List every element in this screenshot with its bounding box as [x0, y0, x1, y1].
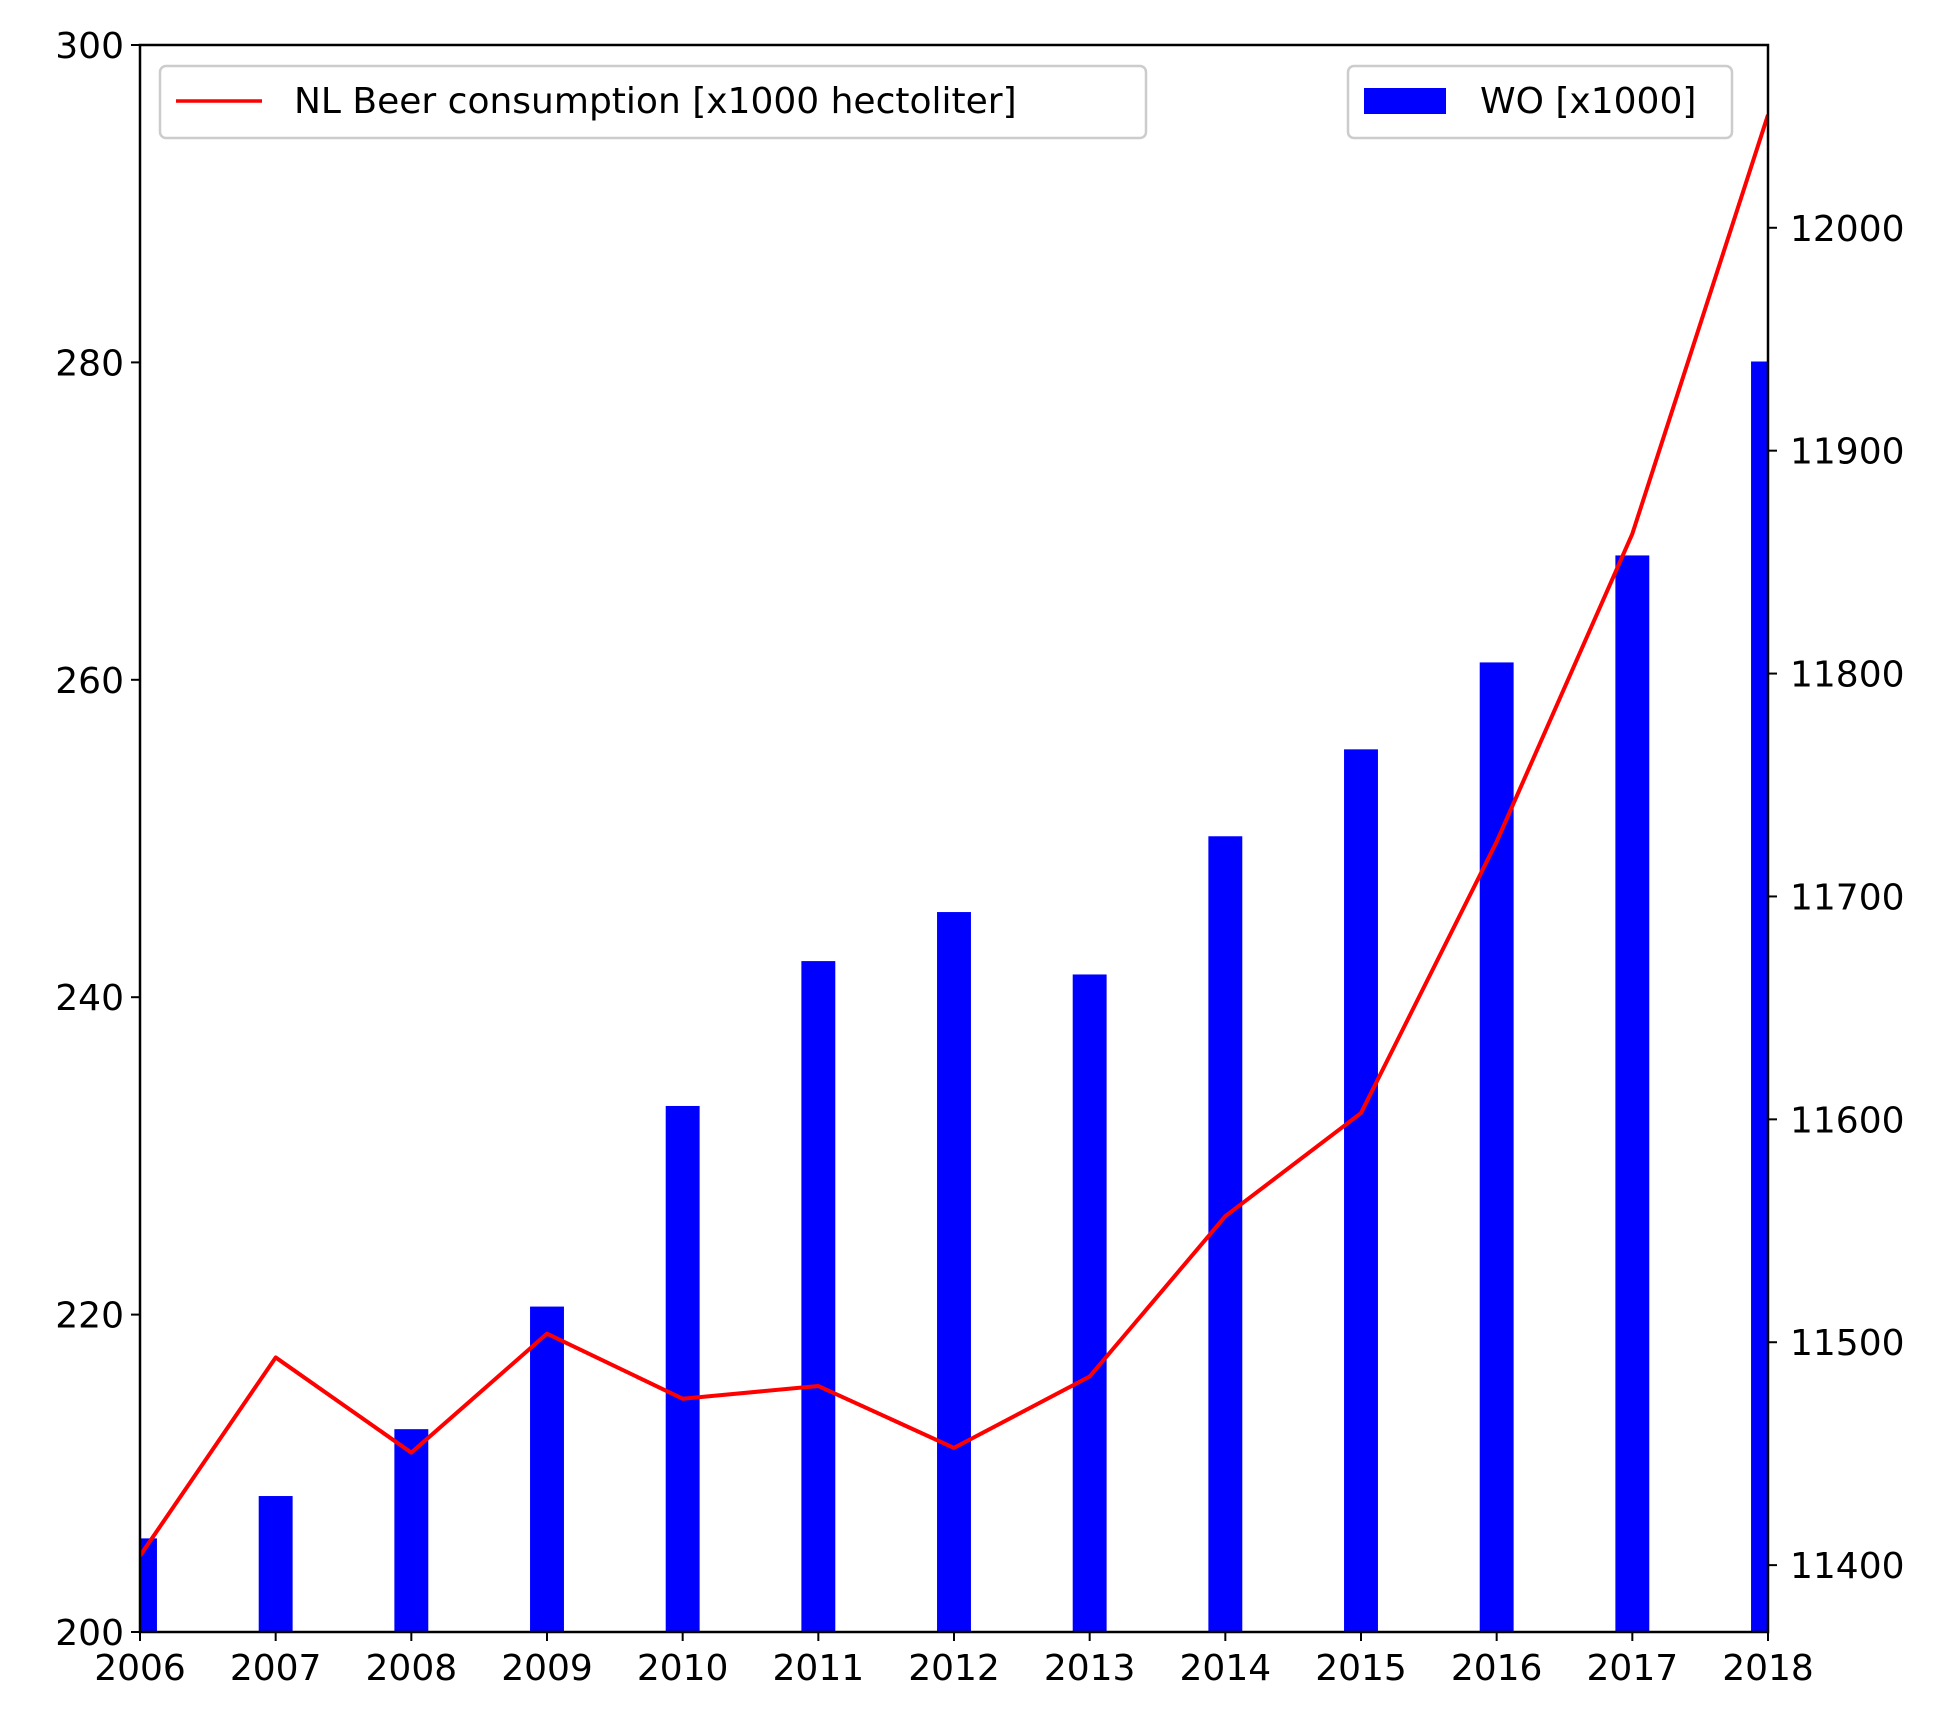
- bar-wo-2011: [801, 961, 836, 1632]
- y-left-tick-label-220: 220: [55, 1296, 124, 1337]
- x-tick-label-2017: 2017: [1587, 1648, 1679, 1689]
- x-tick-label-2018: 2018: [1722, 1648, 1814, 1689]
- x-tick-label-2016: 2016: [1451, 1648, 1543, 1689]
- bar-wo-2006: [140, 1538, 157, 1632]
- x-tick-label-2006: 2006: [94, 1648, 186, 1689]
- y-right-tick-label-11400: 11400: [1790, 1546, 1905, 1587]
- y-left-tick-label-260: 260: [55, 661, 124, 702]
- bar-wo-2010: [665, 1105, 700, 1632]
- legend-wo-label: WO [x1000]: [1480, 81, 1696, 122]
- bar-wo-2013: [1072, 974, 1107, 1632]
- line-beer-consumption: [140, 114, 1768, 1557]
- y-right-tick-label-11900: 11900: [1790, 432, 1905, 473]
- x-tick-label-2009: 2009: [501, 1648, 593, 1689]
- y-right-tick-label-11600: 11600: [1790, 1100, 1905, 1141]
- x-tick-label-2011: 2011: [773, 1648, 865, 1689]
- bar-wo-2008: [394, 1429, 429, 1632]
- bar-wo-2015: [1344, 749, 1378, 1632]
- y-left-tick-label-200: 200: [55, 1613, 124, 1654]
- y-right-tick-label-11800: 11800: [1790, 655, 1905, 696]
- legend-beer-label: NL Beer consumption [x1000 hectoliter]: [294, 81, 1017, 122]
- y-right-tick-label-12000: 12000: [1790, 209, 1905, 250]
- bar-wo-2007: [258, 1496, 293, 1632]
- bar-wo-2017: [1615, 555, 1650, 1632]
- x-tick-label-2013: 2013: [1044, 1648, 1136, 1689]
- y-left-tick-label-280: 280: [55, 343, 124, 384]
- bar-wo-2009: [530, 1306, 564, 1632]
- axes-ticks: 2006 2007 2008 2009 2010 2011 2012 2013 2014 2015…: [55, 26, 1904, 1689]
- legend-beer: NL Beer consumption [x1000 hectoliter]: [158, 64, 1148, 140]
- x-tick-label-2008: 2008: [366, 1648, 458, 1689]
- legend-wo-box: [1346, 64, 1734, 140]
- bar-wo-2016: [1479, 662, 1514, 1632]
- legend-wo: WO [x1000]: [1346, 64, 1734, 140]
- x-tick-label-2010: 2010: [637, 1648, 729, 1689]
- bar-wo-2012: [937, 912, 971, 1632]
- y-right-tick-label-11700: 11700: [1790, 877, 1905, 918]
- bar-wo-2018: [1751, 361, 1768, 1632]
- line-series: [140, 114, 1768, 1557]
- y-left-tick-label-240: 240: [55, 978, 124, 1019]
- x-tick-label-2015: 2015: [1315, 1648, 1407, 1689]
- y-right-tick-label-11500: 11500: [1790, 1323, 1905, 1364]
- x-tick-label-2014: 2014: [1180, 1648, 1272, 1689]
- y-left-tick-label-300: 300: [55, 26, 124, 67]
- legend-wo-swatch: [1364, 88, 1446, 114]
- bar-wo-2014: [1208, 836, 1243, 1632]
- bar-series: [140, 361, 1768, 1632]
- x-tick-label-2007: 2007: [230, 1648, 322, 1689]
- x-tick-label-2012: 2012: [908, 1648, 1000, 1689]
- legend-beer-box: [158, 64, 1148, 140]
